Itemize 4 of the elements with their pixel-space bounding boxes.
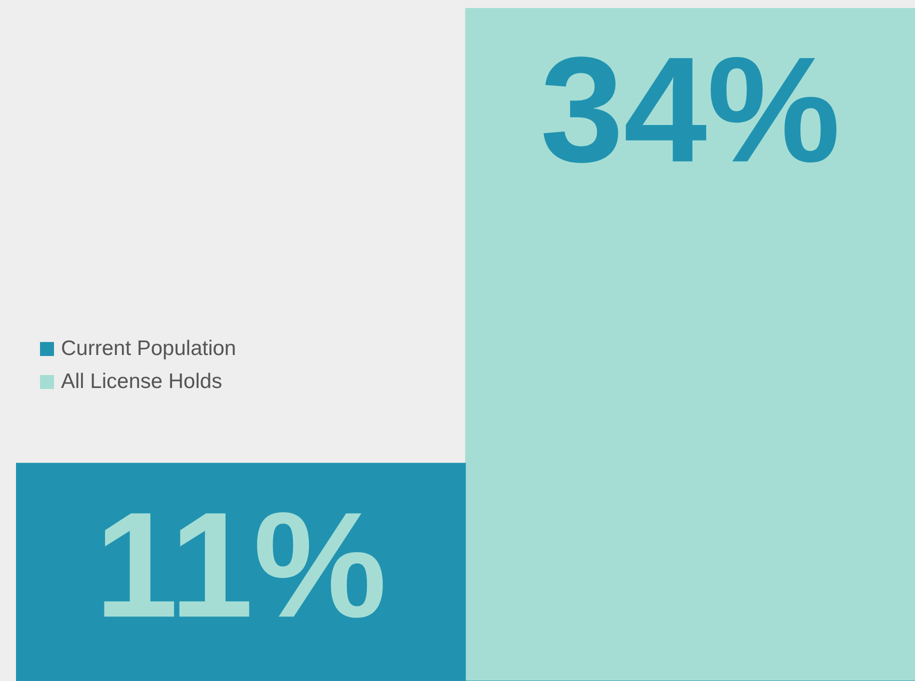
legend-label: Current Population: [61, 336, 236, 360]
legend-label: All License Holds: [61, 370, 222, 394]
data-label: 34%: [540, 25, 840, 194]
data-label: 11%: [94, 480, 387, 649]
